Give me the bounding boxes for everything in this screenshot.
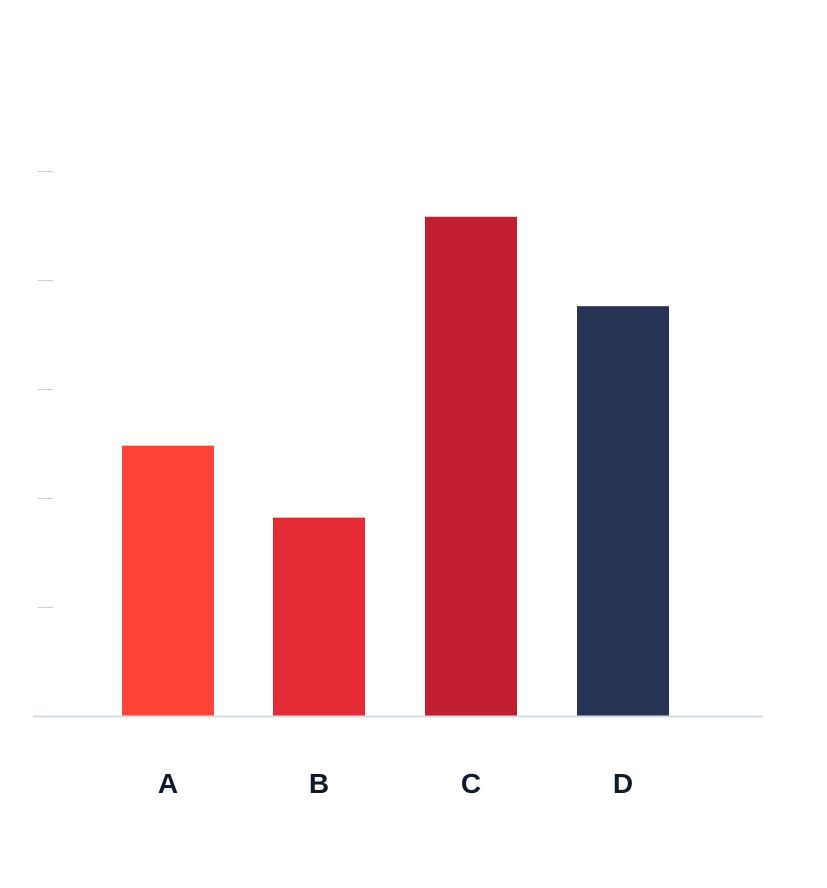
- x-tick-label-b: B: [309, 768, 329, 799]
- x-tick-label-a: A: [158, 768, 178, 799]
- x-axis-labels: A B C D: [158, 768, 633, 799]
- bar-a: [122, 445, 214, 716]
- bars: [122, 216, 669, 716]
- bar-c: [425, 216, 517, 716]
- bar-b: [273, 517, 365, 716]
- x-tick-label-c: C: [461, 768, 481, 799]
- bar-d: [577, 306, 669, 716]
- y-axis-ticks: [38, 171, 53, 608]
- x-tick-label-d: D: [613, 768, 633, 799]
